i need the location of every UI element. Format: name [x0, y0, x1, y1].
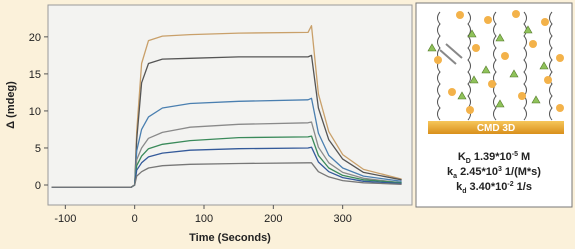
analyte [556, 104, 564, 112]
constant-exponent: -5 [512, 151, 518, 158]
constant-symbol: K [458, 151, 466, 163]
analyte [518, 92, 526, 100]
x-tick-label: 200 [264, 213, 282, 225]
analyte [512, 10, 520, 18]
analyte [456, 11, 464, 19]
y-tick-label: 0 [35, 180, 41, 192]
analyte [448, 88, 456, 96]
x-axis-title: Time (Seconds) [189, 232, 271, 244]
analyte [501, 52, 509, 60]
x-tick-label: -100 [54, 213, 76, 225]
analyte [541, 18, 549, 26]
constant-unit: 1/(M*s) [505, 166, 541, 178]
y-tick-label: 20 [29, 32, 41, 44]
y-axis-title: Δ (mdeg) [5, 81, 17, 129]
layer-label: CMD 3D [477, 123, 515, 134]
y-tick-label: 15 [29, 69, 41, 81]
constant-unit: 1/s [517, 181, 532, 193]
analyte [484, 16, 492, 24]
plot-area [48, 5, 412, 205]
analyte [556, 54, 564, 62]
analyte [488, 80, 496, 88]
analyte [529, 40, 537, 48]
constant-mantissa: 1.39*10 [474, 151, 512, 163]
constant-subscript: a [453, 173, 457, 180]
constant-mantissa: 2.45*10 [460, 166, 498, 178]
y-tick-label: 10 [29, 106, 41, 118]
y-tick-label: 5 [35, 143, 41, 155]
x-tick-label: 300 [333, 213, 351, 225]
constant-subscript: d [462, 188, 466, 195]
analyte [466, 106, 474, 114]
constant-exponent: 3 [498, 166, 502, 173]
x-tick-label: 100 [195, 213, 213, 225]
page: Δ (mdeg) Time (Seconds) CMD 3D KD1.39*10… [0, 0, 575, 249]
analyte [434, 56, 442, 64]
constant-mantissa: 3.40*10 [469, 181, 507, 193]
analyte [472, 44, 480, 52]
x-tick-label: 0 [132, 213, 138, 225]
constant-unit: M [521, 151, 530, 163]
constant-exponent: -2 [507, 181, 513, 188]
figure: Δ (mdeg) Time (Seconds) CMD 3D KD1.39*10… [0, 0, 575, 249]
analyte [544, 76, 552, 84]
constant-subscript: D [466, 158, 471, 165]
